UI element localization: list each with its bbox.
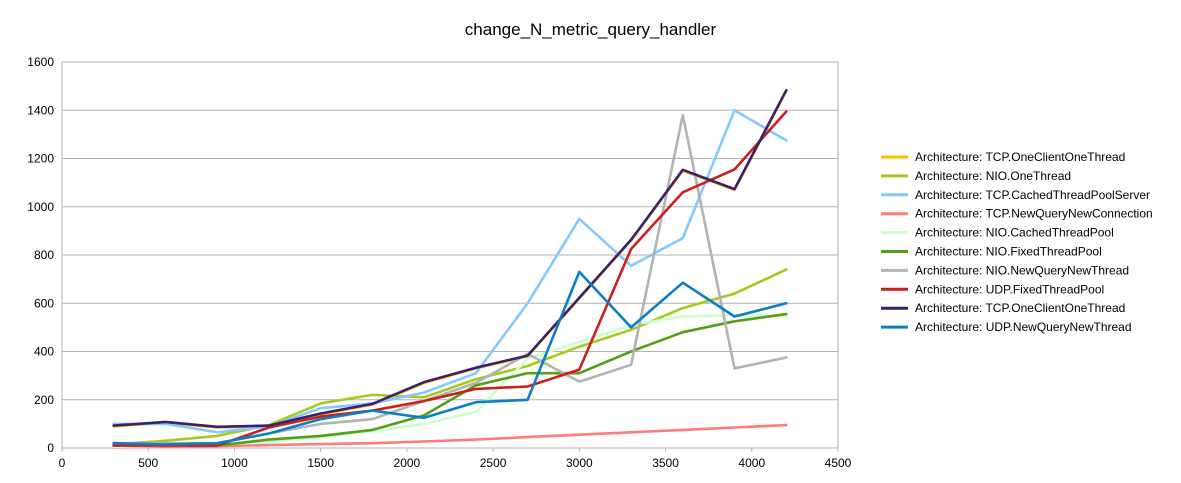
y-tick-label: 0 <box>47 441 54 455</box>
axes <box>61 62 839 452</box>
series-line-8 <box>112 88 788 429</box>
series-line-3 <box>112 423 788 449</box>
series-line-1 <box>112 268 788 446</box>
series-lines <box>112 88 788 449</box>
legend-label-6: Architecture: NIO.NewQueryNewThread <box>915 263 1129 277</box>
x-tick-label: 0 <box>59 456 66 470</box>
legend-label-3: Architecture: TCP.NewQueryNewConnection <box>915 207 1153 221</box>
y-tick-label: 1400 <box>27 103 54 117</box>
x-tick-label: 2500 <box>480 456 507 470</box>
legend-label-8: Architecture: TCP.OneClientOneThread <box>915 301 1125 315</box>
legend-label-0: Architecture: TCP.OneClientOneThread <box>915 150 1125 164</box>
series-line-7 <box>112 110 788 447</box>
legend-label-4: Architecture: NIO.CachedThreadPool <box>915 226 1114 240</box>
series-line-9 <box>112 270 788 446</box>
x-tick-label: 3000 <box>566 456 593 470</box>
legend: Architecture: TCP.OneClientOneThread Arch… <box>881 150 1153 334</box>
chart-title: change_N_metric_query_handler <box>464 20 717 39</box>
y-tick-label: 800 <box>34 248 54 262</box>
x-tick-label: 4000 <box>738 456 765 470</box>
series-line-0 <box>112 89 788 429</box>
legend-label-2: Architecture: TCP.CachedThreadPoolServer <box>915 188 1150 202</box>
series-line-5 <box>112 312 788 447</box>
x-tick-label: 1500 <box>307 456 334 470</box>
y-tick-label: 200 <box>34 393 54 407</box>
tick-labels: 0 200 400 600 800 1000 1200 1400 1600 0 500 1000 150… <box>27 55 851 470</box>
x-tick-label: 1000 <box>221 456 248 470</box>
y-tick-label: 1000 <box>27 200 54 214</box>
y-tick-label: 1200 <box>27 152 54 166</box>
x-tick-label: 500 <box>138 456 158 470</box>
y-tick-label: 600 <box>34 296 54 310</box>
legend-label-1: Architecture: NIO.OneThread <box>915 169 1071 183</box>
y-tick-label: 400 <box>34 345 54 359</box>
legend-label-9: Architecture: UDP.NewQueryNewThread <box>915 320 1132 334</box>
y-tick-label: 1600 <box>27 55 54 69</box>
legend-label-7: Architecture: UDP.FixedThreadPool <box>915 282 1104 296</box>
series-line-2 <box>112 109 788 434</box>
x-tick-label: 4500 <box>825 456 852 470</box>
x-tick-label: 2000 <box>394 456 421 470</box>
x-tick-label: 3500 <box>652 456 679 470</box>
legend-label-5: Architecture: NIO.FixedThreadPool <box>915 245 1102 259</box>
gridlines <box>62 61 838 449</box>
